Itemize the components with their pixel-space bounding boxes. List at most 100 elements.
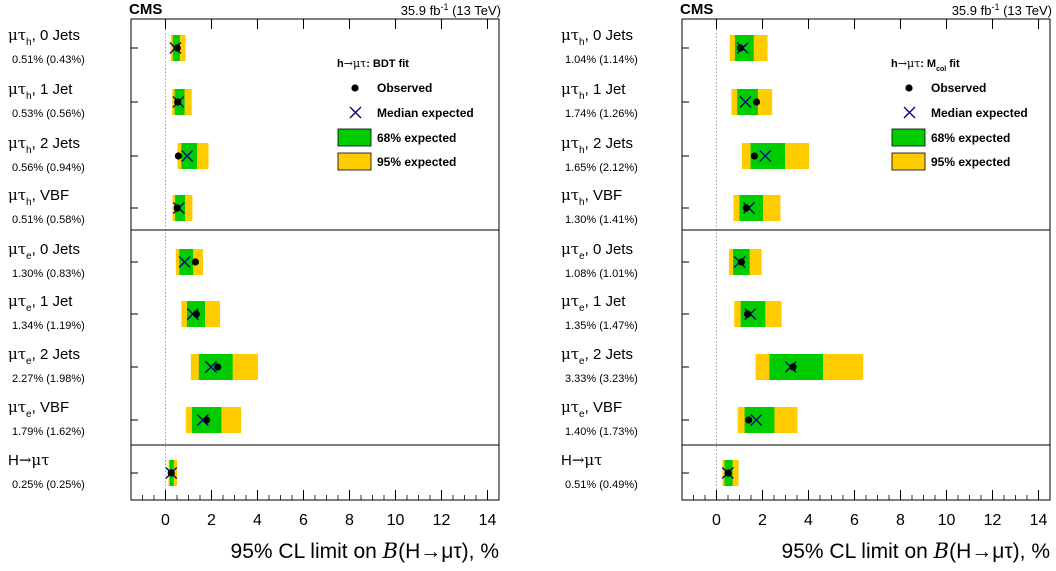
expected-marker (178, 256, 191, 268)
category-limit-summary: 1.35% (1.47%) (565, 320, 638, 332)
observed-marker (742, 204, 751, 212)
legend-observed-label: Observed (377, 81, 432, 95)
category-limit-summary: 1.08% (1.01%) (565, 268, 638, 280)
experiment-label: CMS (680, 1, 713, 18)
category-label: μτh, VBF (8, 186, 69, 208)
band-68-expected (734, 35, 754, 61)
category-label: μτh, 0 Jets (561, 26, 633, 48)
band-68-expected (739, 195, 763, 221)
category-label: H→μτ (8, 451, 49, 469)
observed-marker (724, 469, 732, 477)
x-tick-label: 0 (712, 512, 721, 529)
category-label: μτh, VBF (561, 186, 622, 208)
x-tick-label: 8 (345, 512, 354, 529)
legend-observed-label: Observed (931, 81, 986, 95)
x-axis-label: 95% CL limit on B(H→μτ), % (782, 539, 1050, 563)
category-limit-summary: 2.27% (1.98%) (12, 373, 85, 385)
band-68-expected (737, 89, 758, 115)
expected-marker (739, 96, 752, 108)
x-tick-label: 10 (938, 512, 956, 529)
limit-plot-panel-1: CMS 35.9 fb-1 (13 TeV) μτh, 0 Jets 0.51% (0… (8, 1, 501, 563)
observed-marker (789, 363, 797, 371)
category-limit-summary: 0.53% (0.56%) (12, 108, 85, 120)
category-limit-summary: 0.51% (0.49%) (565, 479, 638, 491)
band-68-expected (179, 249, 194, 275)
x-tick-label: 2 (758, 512, 767, 529)
observed-marker (174, 98, 182, 106)
legend-expected-marker (903, 106, 916, 119)
x-tick-label: 0 (161, 512, 170, 529)
category-label: μτe, VBF (8, 398, 69, 420)
x-tick-label: 10 (387, 512, 405, 529)
observed-marker (192, 310, 200, 318)
legend-title: h→μτ: BDT fit (337, 57, 409, 70)
x-axis-label: 95% CL limit on B(H→μτ), % (231, 539, 499, 563)
category-limit-summary: 1.30% (1.41%) (565, 214, 638, 226)
category-label: μτe, 0 Jets (561, 240, 633, 262)
observed-marker (203, 416, 211, 424)
category-limit-summary: 0.51% (0.43%) (12, 54, 85, 66)
observed-marker (173, 204, 181, 212)
legend-95-label: 95% expected (377, 155, 456, 169)
category-limit-summary: 1.04% (1.14%) (565, 54, 638, 66)
category-limit-summary: 0.51% (0.58%) (12, 214, 85, 226)
legend-68-swatch (891, 128, 926, 147)
expected-marker (181, 150, 194, 162)
legend-expected-marker (349, 106, 362, 119)
category-limit-summary: 1.40% (1.73%) (565, 426, 638, 438)
legend-68-label: 68% expected (377, 131, 456, 145)
category-limit-summary: 3.33% (3.23%) (565, 373, 638, 385)
x-tick-label: 6 (850, 512, 859, 529)
category-limit-summary: 1.34% (1.19%) (12, 320, 85, 332)
expected-marker (759, 150, 772, 162)
observed-marker (752, 98, 761, 106)
luminosity-label: 35.9 fb-1 (13 TeV) (952, 2, 1052, 18)
category-label: μτh, 2 Jets (561, 134, 633, 156)
expected-marker (750, 414, 763, 426)
x-tick-label: 12 (984, 512, 1002, 529)
observed-marker (736, 44, 745, 52)
category-limit-summary: 1.30% (0.83%) (12, 268, 85, 280)
observed-marker (214, 363, 222, 371)
category-limit-summary: 0.56% (0.94%) (12, 162, 85, 174)
category-label: μτh, 1 Jet (561, 80, 626, 102)
x-tick-label: 8 (896, 512, 905, 529)
category-limit-summary: 0.25% (0.25%) (12, 479, 85, 491)
legend-expected-label: Median expected (377, 106, 474, 120)
observed-marker (745, 416, 753, 424)
expected-marker (205, 361, 217, 373)
category-limit-summary: 1.74% (1.26%) (565, 108, 638, 120)
category-label: μτe, 1 Jet (8, 292, 73, 314)
observed-marker (750, 152, 759, 160)
expected-marker (196, 414, 209, 426)
observed-marker (191, 258, 199, 266)
legend-expected-label: Median expected (931, 106, 1028, 120)
category-limit-summary: 1.65% (2.12%) (565, 162, 638, 174)
category-label: μτh, 0 Jets (8, 26, 80, 48)
legend-68-swatch (337, 128, 372, 147)
category-limit-summary: 1.79% (1.62%) (12, 426, 85, 438)
category-label: μτe, 1 Jet (561, 292, 626, 314)
category-label: μτe, 2 Jets (561, 345, 633, 367)
category-label: μτh, 2 Jets (8, 134, 80, 156)
experiment-label: CMS (129, 1, 162, 18)
category-label: H→μτ (561, 451, 602, 469)
limit-plot-panel-2: CMS 35.9 fb-1 (13 TeV) μτh, 0 Jets 1.04% (1… (561, 1, 1052, 563)
category-label: μτe, 2 Jets (8, 345, 80, 367)
x-tick-label: 6 (299, 512, 308, 529)
luminosity-label: 35.9 fb-1 (13 TeV) (401, 2, 501, 18)
legend-95-swatch (337, 152, 372, 171)
x-tick-label: 12 (433, 512, 451, 529)
legend-95-swatch (891, 152, 926, 171)
legend-title: h→μτ: Mcol fit (891, 57, 960, 73)
x-tick-label: 14 (479, 512, 497, 529)
band-68-expected (181, 143, 198, 169)
legend-95-label: 95% expected (931, 155, 1010, 169)
observed-marker (173, 44, 181, 52)
x-tick-label: 14 (1030, 512, 1048, 529)
category-label: μτe, 0 Jets (8, 240, 80, 262)
legend-68-label: 68% expected (931, 131, 1010, 145)
observed-marker (174, 152, 182, 160)
